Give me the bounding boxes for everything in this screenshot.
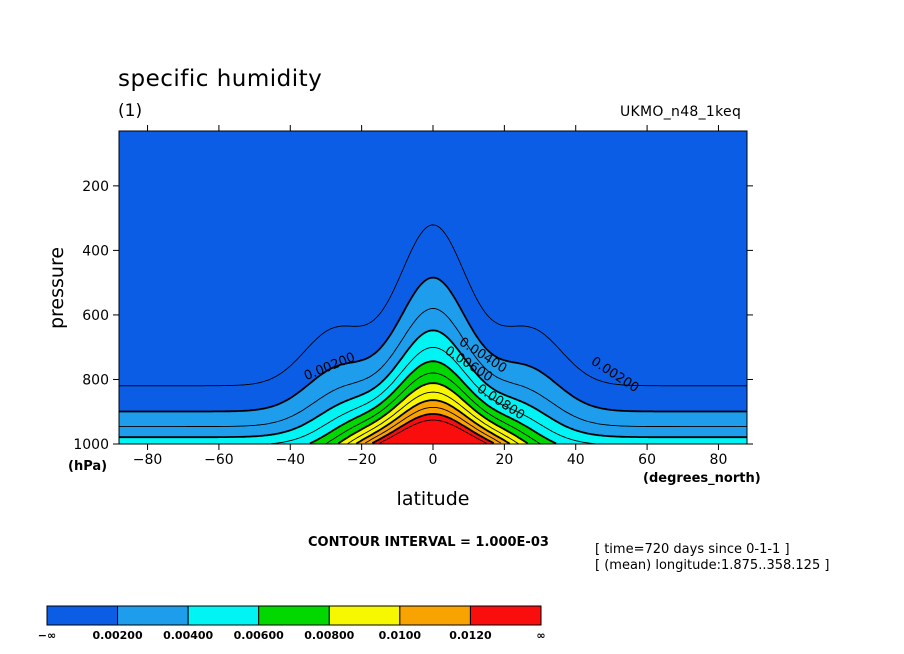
colorbar-tick-label: 0.00200 [93, 629, 143, 642]
colorbar-tick-label: ∞ [536, 629, 545, 642]
contour-line [119, 329, 747, 439]
x-tick-label: 80 [710, 452, 728, 468]
colorbar-swatch [469, 605, 542, 626]
colorbar-tick-label: 0.00600 [234, 629, 284, 642]
x-tick-label: −60 [204, 452, 234, 468]
contour-line [337, 382, 529, 444]
chart-subtitle: (1) [118, 101, 143, 121]
y-axis-unit: (hPa) [68, 459, 108, 474]
colorbar-swatch [187, 605, 260, 626]
x-tick-label: −80 [133, 452, 163, 468]
colorbar: −∞ 0.00200 0.00400 0.00600 0.00800 0.0100 0.01… [38, 605, 546, 642]
colorbar-swatch [399, 605, 471, 626]
contour-fills [119, 131, 747, 444]
x-axis-label: latitude [396, 488, 470, 510]
contour-line [268, 346, 598, 444]
longitude-metadata: [ (mean) longitude:1.875..358.125 ] [595, 558, 830, 573]
contour-interval-label: CONTOUR INTERVAL = 1.000E-03 [308, 535, 549, 550]
contour-line [309, 360, 557, 444]
colorbar-tick-label: 0.0100 [379, 629, 422, 642]
y-tick-label: 800 [82, 372, 109, 388]
contour-line [355, 399, 511, 444]
contour-line [119, 276, 747, 413]
contour-line [347, 391, 519, 444]
y-tick-label: 1000 [73, 437, 109, 453]
colorbar-swatch [46, 605, 119, 626]
x-tick-label: 20 [495, 452, 513, 468]
colorbar-tick-label: 0.00400 [163, 629, 213, 642]
y-tick-label: 200 [82, 179, 109, 195]
contour-line [371, 413, 495, 444]
axes: −80 −60 −40 −20 0 20 40 60 80 200 400 600 800 1000 [73, 125, 753, 468]
contour-line [379, 419, 487, 444]
contour-line [119, 308, 747, 428]
contour-line [119, 224, 747, 387]
x-tick-label: 60 [638, 452, 656, 468]
colorbar-tick-label: −∞ [38, 629, 56, 642]
contour-fill-band [372, 414, 494, 444]
colorbar-swatch [117, 605, 189, 626]
contour-lines [119, 224, 747, 444]
y-tick-label: 600 [82, 308, 109, 324]
model-name: UKMO_n48_1keq [620, 104, 742, 120]
colorbar-tick-label: 0.0120 [449, 629, 492, 642]
contour-line [325, 372, 541, 444]
colorbar-tick-label: 0.00800 [304, 629, 354, 642]
x-tick-label: −20 [347, 452, 377, 468]
x-tick-label: 40 [567, 452, 585, 468]
x-axis-unit: (degrees_north) [643, 471, 761, 486]
x-tick-label: 0 [429, 452, 438, 468]
colorbar-swatch [328, 605, 401, 626]
chart-title: specific humidity [118, 66, 323, 92]
contour-line [364, 406, 502, 444]
colorbar-swatch [258, 605, 330, 626]
y-tick-label: 400 [82, 243, 109, 259]
x-tick-label: −40 [275, 452, 305, 468]
time-metadata: [ time=720 days since 0-1-1 ] [595, 542, 790, 557]
